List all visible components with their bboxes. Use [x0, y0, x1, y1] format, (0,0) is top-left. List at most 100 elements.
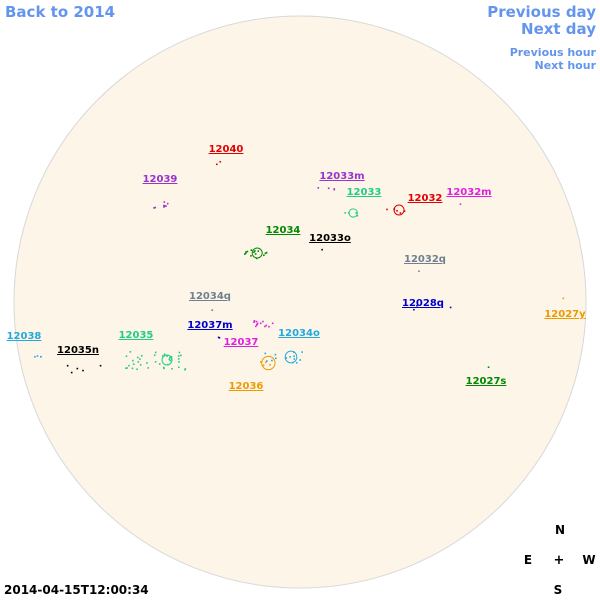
spot — [40, 355, 42, 358]
region-label[interactable]: 12034o — [278, 328, 320, 339]
region-label[interactable]: 12040 — [209, 144, 244, 155]
spot — [163, 204, 165, 207]
back-link[interactable]: Back to 2014 — [5, 3, 115, 21]
region-label[interactable]: 12038 — [7, 331, 42, 342]
spot — [163, 367, 165, 370]
next-day-link[interactable]: Next day — [521, 20, 596, 38]
spot — [253, 321, 255, 323]
spot — [136, 356, 139, 359]
spot — [99, 364, 102, 367]
spot — [178, 351, 181, 354]
spot — [146, 362, 148, 364]
spot — [171, 368, 173, 370]
spot — [184, 368, 186, 371]
spot — [165, 205, 167, 207]
spot — [250, 249, 253, 251]
spot — [136, 368, 138, 371]
spot — [166, 355, 168, 357]
spot — [177, 366, 180, 369]
region-label[interactable]: 12039 — [143, 174, 178, 185]
spot — [264, 325, 266, 328]
spot-ring — [161, 354, 173, 366]
spot — [386, 208, 388, 211]
spot — [321, 248, 323, 251]
spot — [399, 212, 402, 214]
region-label[interactable]: 12035 — [119, 330, 154, 341]
spot — [396, 210, 398, 212]
spot — [219, 160, 222, 163]
spot — [327, 187, 330, 190]
spot-ring — [284, 350, 298, 364]
compass-center: + — [554, 553, 565, 568]
spot — [180, 354, 182, 357]
region-label[interactable]: 12028q — [402, 298, 444, 309]
spot-ring — [261, 355, 276, 371]
region-label[interactable]: 12032 — [408, 193, 443, 204]
spot — [218, 337, 221, 339]
region-label[interactable]: 12034q — [189, 291, 231, 302]
spot — [70, 371, 73, 374]
spot — [418, 270, 420, 273]
spot — [403, 210, 406, 212]
spot — [413, 308, 415, 311]
previous-hour-link[interactable]: Previous hour — [510, 46, 597, 59]
spot — [260, 361, 262, 363]
spot — [269, 363, 271, 366]
previous-day-link[interactable]: Previous day — [487, 3, 596, 21]
spot — [262, 364, 265, 367]
region-label[interactable]: 12037 — [224, 337, 259, 348]
spot — [140, 355, 143, 357]
timestamp: 2014-04-15T12:00:34 — [4, 583, 149, 597]
region-label[interactable]: 12027y — [544, 309, 586, 320]
spot — [256, 323, 258, 326]
compass-south: S — [554, 583, 563, 597]
spot — [487, 366, 490, 369]
spot — [301, 351, 303, 353]
spot — [274, 353, 277, 356]
spot — [289, 356, 291, 358]
spot — [36, 355, 39, 357]
spot — [259, 322, 262, 325]
spot — [154, 206, 157, 209]
spot — [263, 254, 265, 257]
solar-disk — [13, 15, 587, 589]
region-label[interactable]: 12027s — [466, 376, 507, 387]
spot — [459, 203, 462, 206]
spot — [250, 255, 252, 257]
spot — [253, 320, 256, 322]
spot — [128, 364, 130, 367]
region-label[interactable]: 12033 — [347, 187, 382, 198]
spot — [355, 212, 357, 214]
region-label[interactable]: 12033o — [309, 233, 351, 244]
spot — [34, 356, 36, 358]
spot — [264, 361, 267, 364]
spot — [153, 354, 156, 356]
spot — [125, 355, 128, 358]
spot — [163, 353, 166, 356]
spot — [245, 251, 247, 253]
spot — [271, 359, 273, 362]
spot — [255, 325, 257, 328]
spot — [216, 163, 218, 166]
spot — [178, 361, 180, 363]
spot — [562, 297, 565, 300]
spot — [265, 251, 268, 254]
region-label[interactable]: 12036 — [229, 381, 264, 392]
region-label[interactable]: 12032m — [446, 187, 491, 198]
spot — [66, 364, 69, 367]
spot — [137, 361, 140, 363]
spot — [154, 361, 157, 363]
compass-west: W — [582, 553, 595, 567]
next-hour-link[interactable]: Next hour — [535, 59, 597, 72]
region-label[interactable]: 12033m — [319, 171, 364, 182]
region-label[interactable]: 12035n — [57, 345, 99, 356]
region-label[interactable]: 12037m — [187, 320, 232, 331]
region-label[interactable]: 12034 — [266, 225, 301, 236]
region-label[interactable]: 12032q — [404, 254, 446, 265]
spot — [126, 367, 128, 369]
spot — [166, 202, 169, 205]
spot — [271, 322, 274, 325]
spot — [170, 355, 173, 358]
